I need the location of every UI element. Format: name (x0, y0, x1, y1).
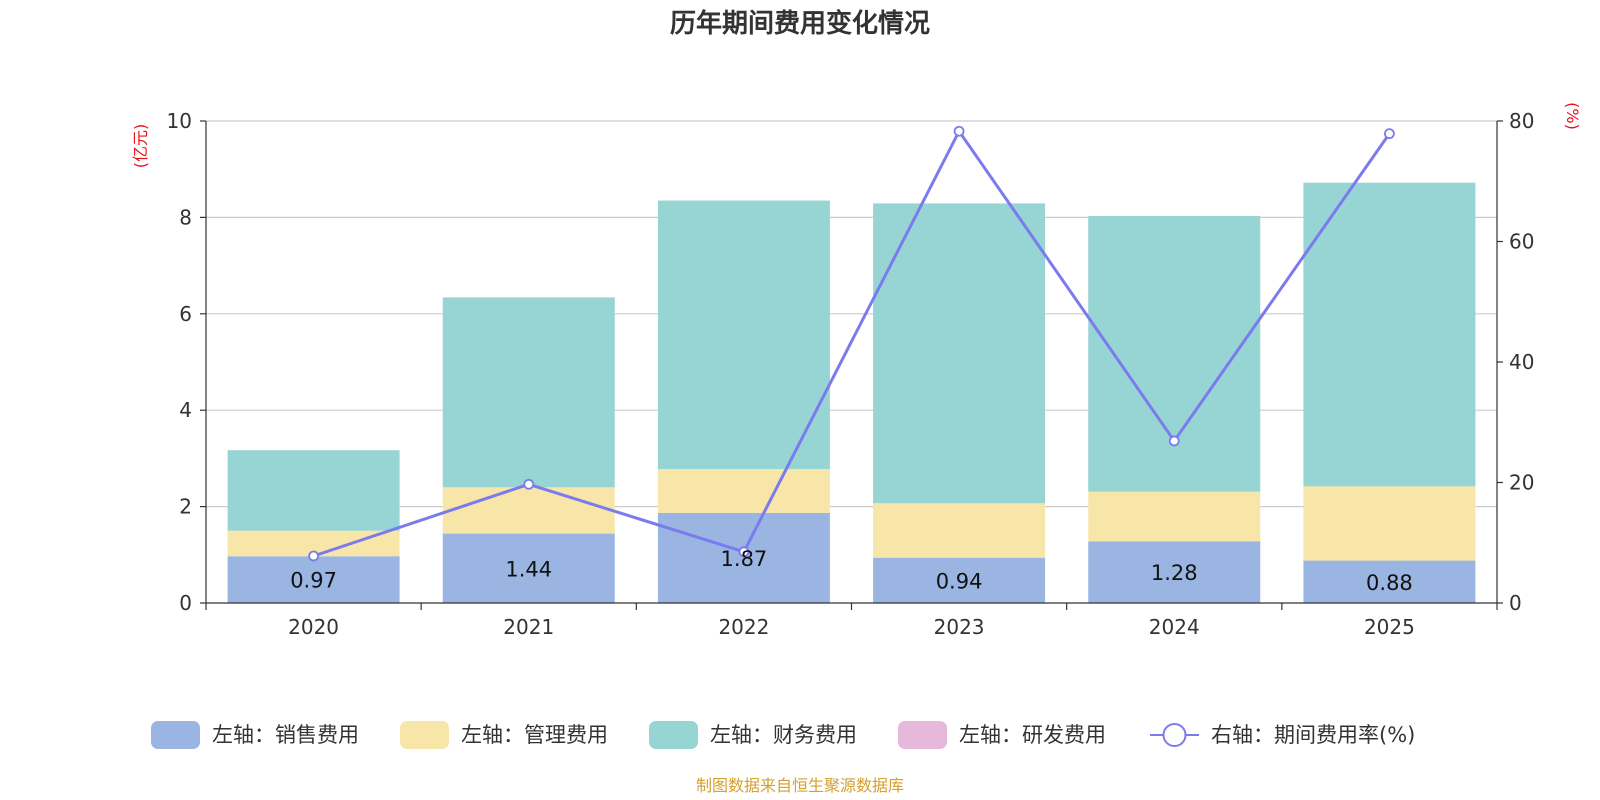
rate-point (738, 546, 750, 558)
bar-segment (442, 297, 615, 488)
legend-swatch (898, 721, 947, 749)
bar-segment (873, 203, 1046, 504)
right-tick-label: 80 (1509, 109, 1534, 133)
bar-value-label: 1.28 (1151, 561, 1198, 585)
right-tick-label: 60 (1509, 230, 1534, 254)
x-tick-label: 2021 (503, 615, 554, 639)
rate-point (308, 550, 319, 562)
left-tick-label: 0 (179, 591, 192, 615)
left-tick-label: 2 (179, 495, 192, 519)
bar-segment (873, 557, 1046, 603)
rate-line-path (313, 128, 1391, 558)
legend-marker (1162, 723, 1187, 747)
bar-segment (1303, 560, 1476, 603)
legend: 左轴：销售费用 左轴：管理费用 左轴：财务费用 左轴：研发费用 右轴：期间费用率(%) (151, 721, 1415, 749)
axes: 0 2 4 6 8 10 0 20 40 60 80 2020 2021 2022 2023 2024 2025 (167, 109, 1535, 639)
x-tick-label: 2020 (288, 615, 339, 639)
bar-value-label: 0.97 (290, 569, 337, 593)
right-tick-label: 20 (1509, 471, 1534, 495)
bar-value-label: 1.87 (721, 547, 768, 571)
right-tick-label: 0 (1509, 591, 1522, 615)
left-axis-unit: (亿元) (131, 124, 150, 169)
legend-label: 左轴：研发费用 (959, 723, 1106, 747)
legend-label: 左轴：财务费用 (710, 723, 857, 747)
bar-segment (657, 200, 830, 470)
bar-segment (1088, 491, 1261, 542)
source-note: 制图数据来自恒生聚源数据库 (696, 776, 904, 795)
rate-point (523, 478, 535, 490)
bar-value-label: 0.88 (1366, 571, 1413, 595)
legend-label: 右轴：期间费用率(%) (1211, 723, 1415, 747)
rate-point (1168, 435, 1180, 447)
bar-segment (873, 503, 1046, 558)
bar-segment (657, 469, 830, 513)
data-labels: 0.97 1.44 1.87 0.94 1.28 0.88 (290, 547, 1413, 595)
x-tick-label: 2022 (718, 615, 769, 639)
legend-label: 左轴：管理费用 (461, 723, 608, 747)
rate-point (1384, 128, 1395, 140)
bar-segment (227, 556, 400, 603)
left-tick-label: 4 (179, 398, 192, 422)
legend-swatch (649, 721, 698, 749)
left-tick-label: 10 (167, 109, 192, 133)
bar-value-label: 1.44 (505, 557, 552, 581)
rate-line (308, 125, 1395, 562)
chart-title: 历年期间费用变化情况 (670, 8, 930, 39)
bars (227, 182, 1476, 603)
bar-segment (1303, 182, 1476, 487)
legend-swatch (151, 721, 200, 749)
x-tick-label: 2024 (1149, 615, 1200, 639)
bar-segment (1303, 486, 1476, 561)
x-tick-label: 2023 (934, 615, 985, 639)
right-axis-unit: (%) (1563, 102, 1582, 130)
left-tick-label: 8 (179, 205, 192, 229)
rate-point (953, 125, 965, 137)
left-tick-label: 6 (179, 302, 192, 326)
legend-label: 左轴：销售费用 (212, 723, 359, 747)
grid-lines (206, 120, 1497, 508)
bar-segment (227, 450, 400, 531)
bar-value-label: 0.94 (936, 569, 983, 593)
right-tick-label: 40 (1509, 350, 1534, 374)
bar-segment (1088, 541, 1261, 603)
legend-swatch (400, 721, 449, 749)
bar-segment (657, 512, 830, 603)
bar-segment (442, 533, 615, 603)
x-tick-label: 2025 (1364, 615, 1415, 639)
bar-segment (442, 487, 615, 534)
